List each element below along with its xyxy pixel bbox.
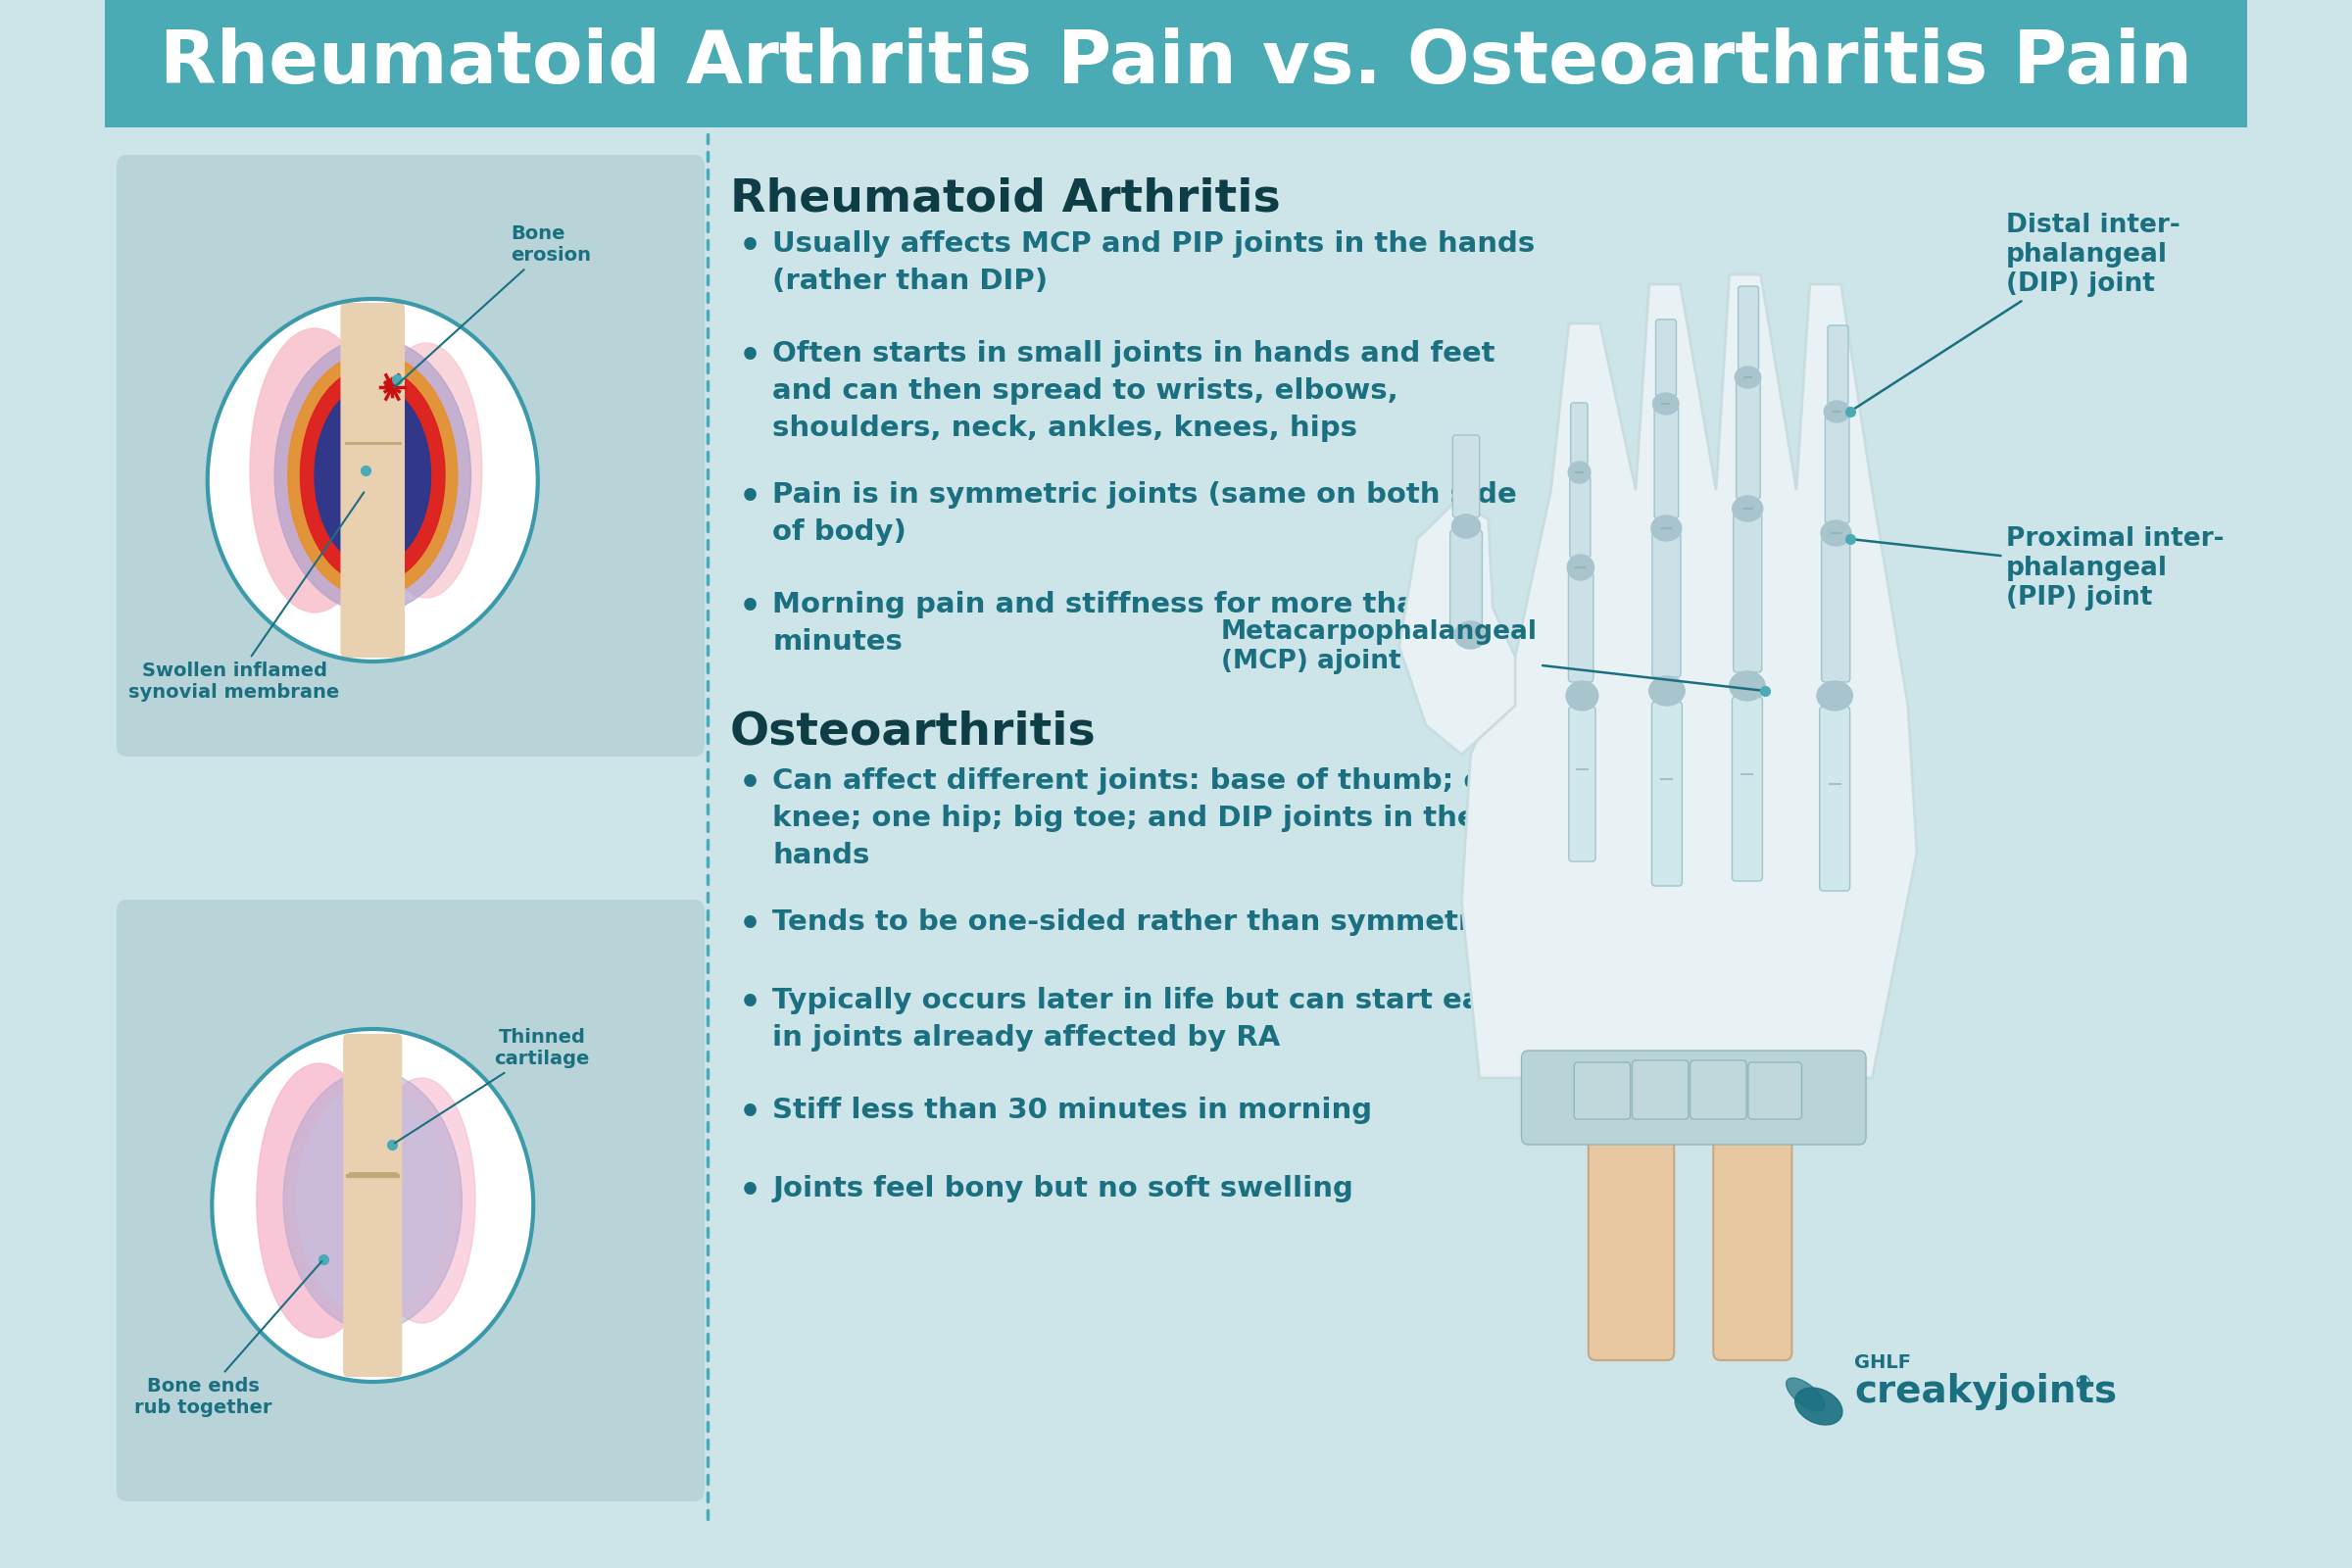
Ellipse shape <box>1569 461 1590 483</box>
FancyBboxPatch shape <box>1820 536 1851 682</box>
Text: Joints feel bony but no soft swelling: Joints feel bony but no soft swelling <box>771 1174 1352 1203</box>
Ellipse shape <box>1795 1388 1842 1425</box>
Ellipse shape <box>1451 514 1479 538</box>
Ellipse shape <box>1566 681 1599 710</box>
Ellipse shape <box>369 1079 475 1323</box>
Ellipse shape <box>1820 521 1851 546</box>
Circle shape <box>202 295 543 666</box>
Text: Swollen inflamed
synovial membrane: Swollen inflamed synovial membrane <box>129 492 365 701</box>
Text: Can affect different joints: base of thumb; one
knee; one hip; big toe; and DIP : Can affect different joints: base of thu… <box>771 767 1524 869</box>
Circle shape <box>207 1024 539 1386</box>
Text: •: • <box>739 591 762 624</box>
Ellipse shape <box>1736 367 1762 387</box>
FancyBboxPatch shape <box>1712 1124 1792 1359</box>
FancyBboxPatch shape <box>1569 475 1590 558</box>
Text: Pain is in symmetric joints (same on both side
of body): Pain is in symmetric joints (same on bot… <box>771 481 1517 546</box>
Ellipse shape <box>301 367 445 583</box>
Circle shape <box>207 299 539 662</box>
Ellipse shape <box>1785 1378 1825 1411</box>
Text: Typically occurs later in life but can start earlier
in joints already affected : Typically occurs later in life but can s… <box>771 986 1550 1052</box>
Ellipse shape <box>346 358 400 445</box>
Text: Tends to be one-sided rather than symmetrical: Tends to be one-sided rather than symmet… <box>771 908 1529 936</box>
Text: GHLF: GHLF <box>1853 1353 1912 1372</box>
Ellipse shape <box>1649 676 1684 706</box>
Ellipse shape <box>343 517 402 591</box>
Text: Morning pain and stiffness for more than 30
minutes: Morning pain and stiffness for more than… <box>771 591 1486 655</box>
FancyBboxPatch shape <box>1656 320 1677 397</box>
FancyBboxPatch shape <box>118 900 706 1502</box>
FancyBboxPatch shape <box>1451 530 1482 630</box>
Ellipse shape <box>369 343 482 597</box>
Text: •: • <box>739 481 762 514</box>
Text: Proximal inter-
phalangeal
(PIP) joint: Proximal inter- phalangeal (PIP) joint <box>1853 527 2225 610</box>
Ellipse shape <box>256 1063 381 1338</box>
FancyBboxPatch shape <box>1825 414 1849 524</box>
Text: •: • <box>739 1096 762 1131</box>
Text: Usually affects MCP and PIP joints in the hands
(rather than DIP): Usually affects MCP and PIP joints in th… <box>771 230 1536 295</box>
FancyBboxPatch shape <box>1731 696 1762 881</box>
Text: Often starts in small joints in hands and feet
and can then spread to wrists, el: Often starts in small joints in hands an… <box>771 340 1496 442</box>
Ellipse shape <box>346 1236 400 1303</box>
FancyBboxPatch shape <box>1651 702 1682 886</box>
Ellipse shape <box>346 1107 397 1178</box>
Text: •: • <box>739 340 762 373</box>
Text: •: • <box>739 908 762 942</box>
FancyBboxPatch shape <box>1733 513 1762 673</box>
Ellipse shape <box>287 353 456 597</box>
FancyBboxPatch shape <box>1571 403 1588 466</box>
Ellipse shape <box>1729 671 1764 701</box>
Polygon shape <box>1399 500 1515 754</box>
FancyBboxPatch shape <box>1588 1124 1675 1359</box>
Ellipse shape <box>1653 394 1679 414</box>
FancyBboxPatch shape <box>1569 707 1595 861</box>
Ellipse shape <box>282 1071 461 1330</box>
Text: Metacarpophalangeal
(MCP) ajoint: Metacarpophalangeal (MCP) ajoint <box>1221 619 1762 690</box>
Text: creakyjoints: creakyjoints <box>1853 1374 2117 1410</box>
Text: Bone ends
rub together: Bone ends rub together <box>134 1261 322 1416</box>
FancyBboxPatch shape <box>343 1033 402 1377</box>
Ellipse shape <box>249 328 379 613</box>
Bar <box>106 0 2246 127</box>
FancyBboxPatch shape <box>1736 379 1759 499</box>
Text: Rheumatoid Arthritis Pain vs. Osteoarthritis Pain: Rheumatoid Arthritis Pain vs. Osteoarthr… <box>160 28 2192 99</box>
FancyBboxPatch shape <box>1828 326 1849 405</box>
Ellipse shape <box>275 339 470 613</box>
FancyBboxPatch shape <box>341 303 405 657</box>
Text: Distal inter-
phalangeal
(DIP) joint: Distal inter- phalangeal (DIP) joint <box>1853 213 2180 411</box>
Text: •: • <box>739 230 762 263</box>
FancyBboxPatch shape <box>1573 1063 1630 1120</box>
FancyBboxPatch shape <box>1820 707 1851 891</box>
Text: •: • <box>739 986 762 1021</box>
FancyBboxPatch shape <box>1569 571 1592 682</box>
Text: Osteoarthritis: Osteoarthritis <box>729 710 1096 754</box>
Ellipse shape <box>1825 401 1851 422</box>
Ellipse shape <box>296 1085 449 1316</box>
Ellipse shape <box>1733 495 1762 521</box>
FancyBboxPatch shape <box>1522 1051 1865 1145</box>
FancyBboxPatch shape <box>1738 285 1759 370</box>
FancyBboxPatch shape <box>1651 532 1682 677</box>
FancyBboxPatch shape <box>118 155 706 757</box>
Text: •: • <box>739 1174 762 1209</box>
Text: ®: ® <box>2072 1375 2093 1394</box>
Text: Thinned
cartilage: Thinned cartilage <box>395 1029 590 1143</box>
FancyBboxPatch shape <box>1632 1060 1689 1120</box>
Text: Stiff less than 30 minutes in morning: Stiff less than 30 minutes in morning <box>771 1096 1374 1124</box>
Ellipse shape <box>315 384 430 566</box>
FancyBboxPatch shape <box>1454 434 1479 517</box>
Text: •: • <box>739 767 762 801</box>
FancyBboxPatch shape <box>1691 1060 1748 1120</box>
Text: Rheumatoid Arthritis: Rheumatoid Arthritis <box>729 176 1279 221</box>
Ellipse shape <box>1566 555 1595 580</box>
Polygon shape <box>1461 274 1917 1079</box>
FancyBboxPatch shape <box>1748 1063 1802 1120</box>
FancyBboxPatch shape <box>1653 406 1679 519</box>
Text: Bone
erosion: Bone erosion <box>395 224 590 387</box>
Circle shape <box>212 1029 534 1381</box>
Ellipse shape <box>1651 516 1682 541</box>
Ellipse shape <box>1816 681 1853 710</box>
Ellipse shape <box>1454 621 1486 649</box>
